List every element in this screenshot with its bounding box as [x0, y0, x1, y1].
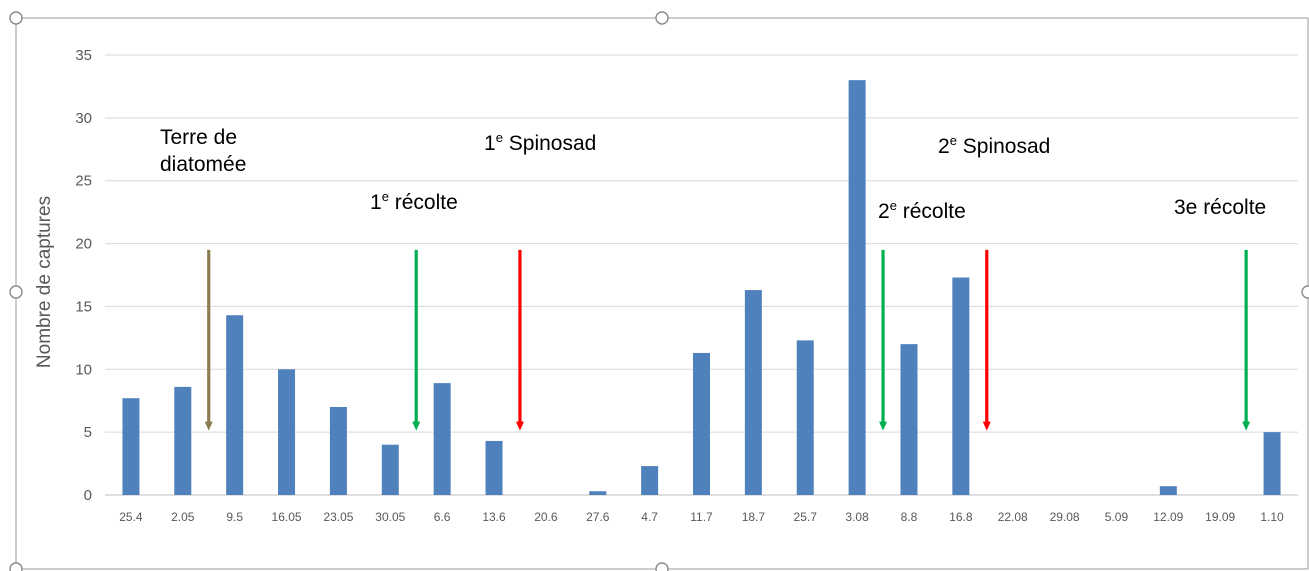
bars	[122, 80, 1281, 496]
bar	[589, 491, 607, 495]
y-tick-label: 5	[84, 424, 92, 441]
y-tick-label: 10	[75, 361, 92, 378]
y-axis-ticks: 0 5 10 15 20 25 30 35	[75, 47, 92, 504]
y-tick-label: 30	[75, 110, 92, 127]
arrow-recolte-2	[879, 249, 888, 431]
x-tick-label: 29.08	[1050, 510, 1080, 524]
y-axis-label: Nombre de captures	[34, 196, 55, 368]
x-tick-label: 30.05	[375, 510, 405, 524]
resize-handle[interactable]	[655, 562, 669, 571]
resize-handle[interactable]	[9, 562, 23, 571]
x-tick-label: 13.6	[482, 510, 506, 524]
annotation-rec2: 2e récolte	[878, 198, 966, 223]
x-tick-label: 3.08	[845, 510, 869, 524]
arrow-spinosad-1	[515, 249, 524, 431]
annotations: Terre de diatomée 1e Spinosad 1e récolte 2e …	[160, 126, 1266, 223]
annotation-arrows	[204, 249, 1251, 431]
bar	[1263, 432, 1281, 495]
bar	[433, 383, 451, 495]
bar	[641, 466, 659, 495]
x-tick-label: 19.09	[1205, 510, 1235, 524]
annotation-terre: Terre de diatomée	[160, 126, 246, 176]
x-tick-label: 16.8	[949, 510, 973, 524]
x-tick-label: 16.05	[272, 510, 302, 524]
resize-handle[interactable]	[9, 285, 23, 299]
x-tick-label: 4.7	[641, 510, 658, 524]
annotation-rec1: 1e récolte	[370, 189, 458, 214]
bar	[381, 444, 399, 495]
bar	[693, 352, 710, 495]
y-tick-label: 20	[75, 236, 92, 253]
annotation-spin2: 2e Spinosad	[938, 133, 1050, 158]
arrow-diatomee	[204, 249, 213, 431]
bar	[900, 344, 918, 495]
resize-handle[interactable]	[9, 11, 23, 25]
y-tick-label: 35	[75, 47, 92, 64]
x-tick-label: 6.6	[434, 510, 451, 524]
x-tick-label: 8.8	[901, 510, 918, 524]
bar	[744, 290, 762, 495]
bar	[329, 407, 347, 495]
bar	[1159, 486, 1177, 495]
x-tick-label: 23.05	[323, 510, 353, 524]
resize-handles[interactable]	[9, 11, 1309, 571]
bar	[174, 386, 192, 495]
gridlines	[105, 54, 1298, 496]
x-tick-label: 25.7	[794, 510, 818, 524]
bar	[226, 315, 244, 495]
bar	[122, 398, 140, 495]
x-tick-label: 18.7	[742, 510, 766, 524]
arrow-spinosad-2	[982, 249, 991, 431]
x-axis-ticks: 25.4 2.05 9.5 16.05 23.05 30.05 6.6 13.6 20.6 27.…	[119, 510, 1284, 524]
x-tick-label: 22.08	[998, 510, 1028, 524]
resize-handle[interactable]	[1301, 285, 1309, 299]
arrow-recolte-1	[412, 249, 421, 431]
x-tick-label: 27.6	[586, 510, 610, 524]
x-tick-label: 5.09	[1105, 510, 1129, 524]
y-tick-label: 0	[84, 487, 92, 504]
bar	[952, 277, 970, 495]
y-tick-label: 15	[75, 298, 92, 315]
x-tick-label: 11.7	[690, 510, 713, 524]
resize-handle[interactable]	[655, 11, 669, 25]
x-tick-label: 12.09	[1153, 510, 1183, 524]
annotation-spin1: 1e Spinosad	[484, 130, 596, 155]
x-tick-label: 9.5	[226, 510, 243, 524]
x-tick-label: 25.4	[119, 510, 143, 524]
y-tick-label: 25	[75, 173, 92, 190]
bar	[485, 440, 503, 495]
arrow-recolte-3	[1242, 249, 1251, 431]
bar	[278, 369, 296, 495]
x-tick-label: 20.6	[534, 510, 558, 524]
bar	[796, 340, 814, 495]
bar	[848, 80, 866, 496]
x-tick-label: 1.10	[1260, 510, 1284, 524]
annotation-rec3: 3e récolte	[1174, 196, 1266, 219]
x-tick-label: 2.05	[171, 510, 195, 524]
